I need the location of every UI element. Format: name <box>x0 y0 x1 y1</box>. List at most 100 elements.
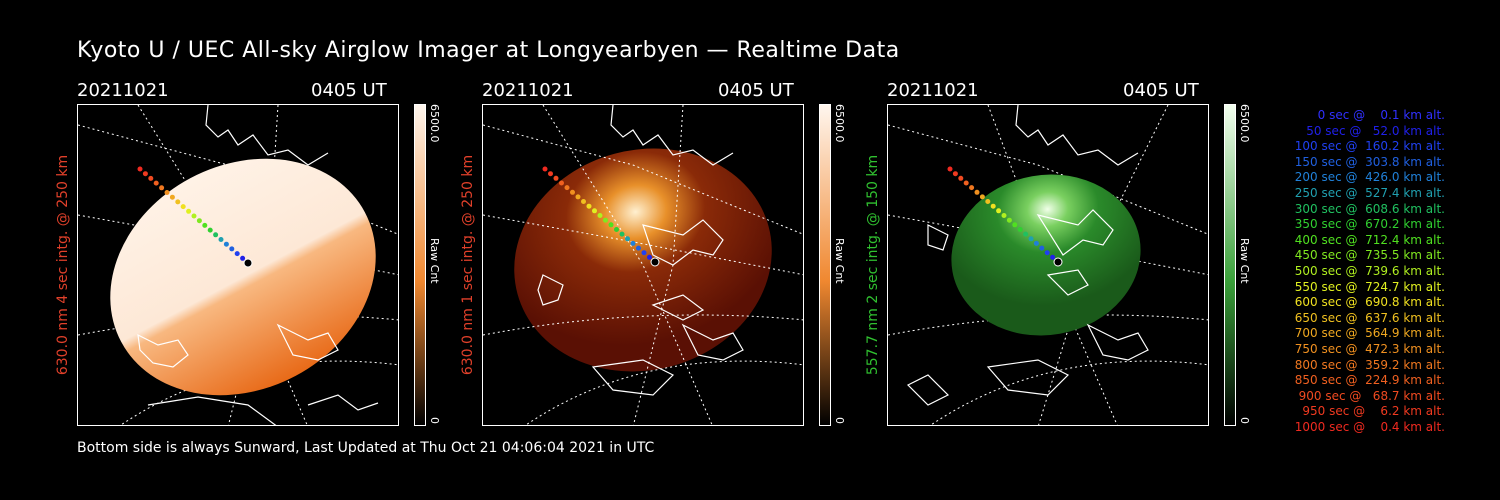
legend-row: 950 sec @ 6.2 km alt. <box>1298 404 1445 419</box>
panel-1-colorbar <box>414 104 426 426</box>
trajectory-point <box>996 208 1002 214</box>
legend-row: 550 sec @ 724.7 km alt. <box>1290 279 1445 294</box>
legend-row: 700 sec @ 564.9 km alt. <box>1290 326 1445 341</box>
trajectory-point <box>603 217 608 223</box>
trajectory-point <box>625 236 630 242</box>
legend-row: 0 sec @ 0.1 km alt. <box>1306 108 1445 122</box>
panel-2-colorbar <box>819 104 831 426</box>
legend-row: 300 sec @ 608.6 km alt. <box>1290 201 1445 216</box>
trajectory-point <box>137 166 143 172</box>
panel-2-allsky-image <box>482 104 804 426</box>
trajectory-point <box>974 189 980 195</box>
trajectory-point <box>240 255 246 261</box>
observatory-marker <box>1053 257 1063 267</box>
panel-3-time: 0405 UT <box>1123 80 1199 101</box>
panel-3-colorbar-max: 6500.0 <box>1238 104 1251 143</box>
panel-3-channel-label: 557.7 nm 2 sec intg. @ 150 km <box>865 154 881 376</box>
trajectory-point <box>619 231 625 237</box>
legend-row: 250 sec @ 527.4 km alt. <box>1290 185 1445 200</box>
coastline <box>906 105 1149 406</box>
trajectory-point <box>947 166 953 172</box>
trajectory-point <box>641 250 647 256</box>
panel-1-allsky-image <box>77 104 399 426</box>
panel-2-colorbar-min: 0 <box>833 417 846 424</box>
trajectory-track <box>947 166 1063 267</box>
trajectory-point <box>229 246 235 252</box>
trajectory-point <box>218 237 224 242</box>
trajectory-point <box>153 180 159 186</box>
trajectory-point <box>164 190 170 195</box>
legend-row: 800 sec @ 359.2 km alt. <box>1290 357 1445 372</box>
legend-row: 150 sec @ 303.8 km alt. <box>1290 154 1445 169</box>
panel-2-colorbar-max: 6500.0 <box>833 104 846 143</box>
trajectory-point <box>542 166 548 172</box>
observatory-marker <box>243 258 253 268</box>
trajectory-point <box>1039 245 1045 251</box>
panel-3-date: 20211021 <box>887 80 979 101</box>
legend-row: 350 sec @ 670.2 km alt. <box>1290 217 1445 232</box>
trajectory-point <box>630 240 636 246</box>
trajectory-point <box>175 199 181 205</box>
trajectory-point <box>990 203 996 209</box>
trajectory-legend: 0 sec @ 0.1 km alt. 50 sec @ 52.0 km alt… <box>1255 108 1445 435</box>
panel-1-time: 0405 UT <box>311 80 387 101</box>
trajectory-point <box>1006 217 1012 223</box>
trajectory-point <box>969 185 975 191</box>
panel-3-colorbar-unit: Raw Cnt <box>1238 238 1251 284</box>
legend-row: 650 sec @ 637.6 km alt. <box>1290 310 1445 325</box>
trajectory-point <box>647 254 652 260</box>
panel-3-allsky-image <box>887 104 1209 426</box>
footer-status: Bottom side is always Sunward, Last Upda… <box>77 440 655 456</box>
trajectory-point <box>548 171 553 177</box>
trajectory-point <box>186 208 192 214</box>
observatory-marker <box>650 257 660 267</box>
panel-1-channel-label: 630.0 nm 4 sec intg. @ 250 km <box>55 154 71 376</box>
trajectory-point <box>191 213 197 219</box>
trajectory-point <box>1023 231 1029 237</box>
trajectory-point <box>234 251 240 257</box>
legend-row: 900 sec @ 68.7 km alt. <box>1294 388 1445 403</box>
trajectory-track <box>137 166 253 268</box>
trajectory-point <box>1044 250 1050 256</box>
legend-row: 400 sec @ 712.4 km alt. <box>1290 232 1445 247</box>
trajectory-point <box>207 227 213 233</box>
trajectory-point <box>1033 240 1039 246</box>
trajectory-point <box>148 175 154 181</box>
panel-1-colorbar-max: 6500.0 <box>428 104 441 143</box>
coastline <box>137 105 379 425</box>
panel-1-colorbar-min: 0 <box>428 417 441 424</box>
panel-2-time: 0405 UT <box>718 80 794 101</box>
legend-row: 750 sec @ 472.3 km alt. <box>1290 341 1445 356</box>
trajectory-point <box>1017 227 1023 232</box>
trajectory-point <box>963 180 969 186</box>
trajectory-point <box>636 245 641 251</box>
trajectory-point <box>180 204 186 210</box>
legend-row: 500 sec @ 739.6 km alt. <box>1290 263 1445 278</box>
legend-row: 850 sec @ 224.9 km alt. <box>1290 373 1445 388</box>
panel-2-colorbar-unit: Raw Cnt <box>833 238 846 284</box>
panel-2-date: 20211021 <box>482 80 574 101</box>
trajectory-point <box>608 222 614 228</box>
page-title: Kyoto U / UEC All-sky Airglow Imager at … <box>77 38 900 63</box>
panel-2-channel-label: 630.0 nm 1 sec intg. @ 250 km <box>460 154 476 376</box>
trajectory-point <box>213 232 219 238</box>
panel-1-date: 20211021 <box>77 80 169 101</box>
trajectory-point <box>979 194 985 200</box>
trajectory-point <box>553 175 559 181</box>
panel-3-colorbar <box>1224 104 1236 426</box>
trajectory-point <box>1028 236 1034 242</box>
trajectory-point <box>142 171 148 177</box>
trajectory-point <box>581 199 586 204</box>
legend-row: 1000 sec @ 0.4 km alt. <box>1294 419 1445 434</box>
trajectory-point <box>169 194 175 200</box>
trajectory-point <box>586 203 592 209</box>
legend-row: 50 sec @ 52.0 km alt. <box>1298 123 1445 138</box>
trajectory-point <box>1012 222 1018 228</box>
trajectory-point <box>958 175 964 181</box>
legend-row: 200 sec @ 426.0 km alt. <box>1290 170 1445 185</box>
legend-row: 600 sec @ 690.8 km alt. <box>1290 295 1445 310</box>
legend-row: 100 sec @ 160.2 km alt. <box>1290 139 1445 154</box>
trajectory-point <box>592 208 597 214</box>
trajectory-point <box>159 185 165 191</box>
trajectory-point <box>1050 254 1056 260</box>
